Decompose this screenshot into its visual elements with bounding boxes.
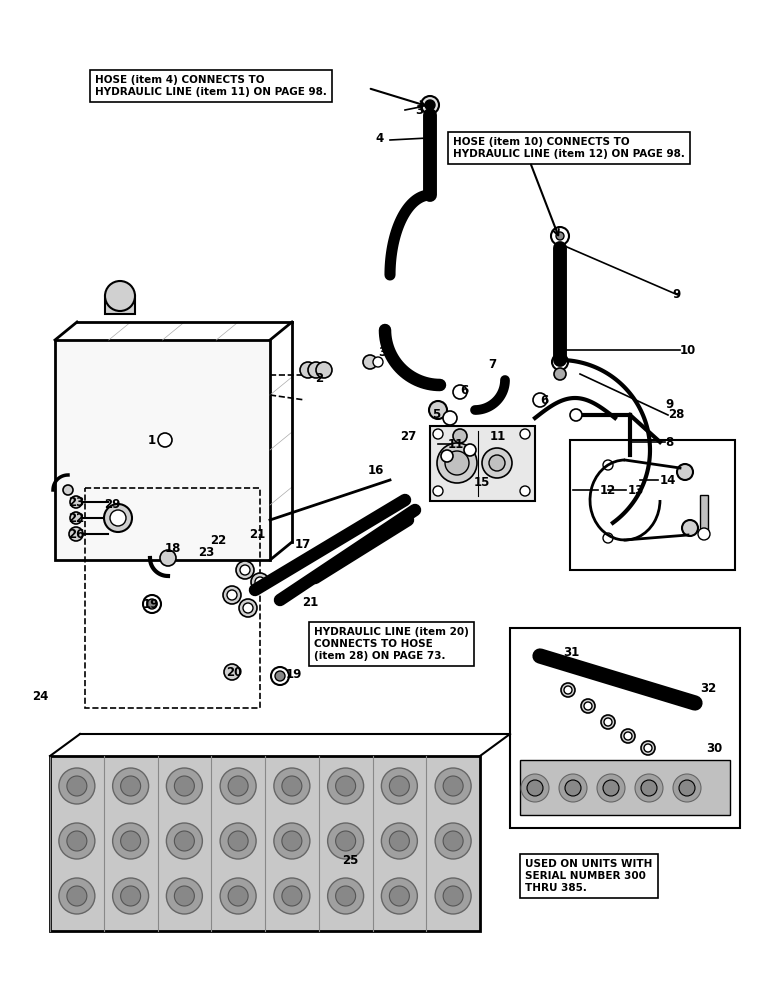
Text: 10: 10: [680, 344, 696, 357]
Circle shape: [220, 878, 256, 914]
Circle shape: [239, 599, 257, 617]
Text: 5: 5: [432, 408, 440, 422]
Circle shape: [621, 729, 635, 743]
Circle shape: [437, 443, 477, 483]
Text: 18: 18: [165, 542, 181, 554]
Circle shape: [433, 486, 443, 496]
Circle shape: [274, 823, 310, 859]
Circle shape: [70, 496, 82, 508]
Circle shape: [601, 715, 615, 729]
Text: 16: 16: [368, 464, 384, 477]
Text: HOSE (item 4) CONNECTS TO
HYDRAULIC LINE (item 11) ON PAGE 98.: HOSE (item 4) CONNECTS TO HYDRAULIC LINE…: [95, 75, 327, 97]
Circle shape: [489, 455, 505, 471]
Text: 7: 7: [488, 359, 496, 371]
Circle shape: [581, 699, 595, 713]
Circle shape: [67, 886, 87, 906]
Circle shape: [435, 768, 471, 804]
Text: 17: 17: [295, 538, 311, 550]
Bar: [105, 296, 135, 314]
Circle shape: [435, 878, 471, 914]
Circle shape: [425, 100, 435, 110]
Bar: [510, 628, 740, 828]
Text: 23: 23: [198, 546, 215, 558]
Circle shape: [443, 886, 463, 906]
Text: HYDRAULIC LINE (item 20)
CONNECTS TO HOSE
(item 28) ON PAGE 73.: HYDRAULIC LINE (item 20) CONNECTS TO HOS…: [314, 627, 469, 661]
Circle shape: [559, 774, 587, 802]
Circle shape: [441, 450, 453, 462]
Circle shape: [167, 768, 202, 804]
Circle shape: [520, 486, 530, 496]
Circle shape: [158, 433, 172, 447]
Circle shape: [227, 590, 237, 600]
Circle shape: [453, 385, 467, 399]
Circle shape: [389, 831, 409, 851]
Circle shape: [682, 520, 698, 536]
Circle shape: [570, 409, 582, 421]
Circle shape: [228, 831, 248, 851]
Circle shape: [679, 780, 695, 796]
Text: 14: 14: [660, 474, 676, 487]
Text: 6: 6: [460, 383, 469, 396]
Circle shape: [220, 823, 256, 859]
Circle shape: [556, 232, 564, 240]
Text: 15: 15: [474, 476, 490, 488]
Circle shape: [67, 776, 87, 796]
Text: USED ON UNITS WITH
SERIAL NUMBER 300
THRU 385.: USED ON UNITS WITH SERIAL NUMBER 300 THR…: [525, 859, 652, 893]
Circle shape: [228, 776, 248, 796]
Circle shape: [644, 744, 652, 752]
Circle shape: [435, 823, 471, 859]
Bar: [520, 760, 730, 815]
Text: 8: 8: [665, 436, 673, 448]
Circle shape: [167, 878, 202, 914]
Circle shape: [604, 718, 612, 726]
Text: 22: 22: [210, 534, 226, 546]
Circle shape: [274, 878, 310, 914]
Circle shape: [113, 768, 149, 804]
Circle shape: [67, 831, 87, 851]
Circle shape: [160, 550, 176, 566]
Circle shape: [464, 444, 476, 456]
Circle shape: [236, 561, 254, 579]
Circle shape: [565, 780, 581, 796]
Circle shape: [105, 281, 135, 311]
Text: 24: 24: [32, 690, 49, 702]
Circle shape: [274, 768, 310, 804]
Circle shape: [698, 528, 710, 540]
Circle shape: [336, 831, 356, 851]
Circle shape: [443, 411, 457, 425]
Circle shape: [373, 357, 383, 367]
Circle shape: [282, 886, 302, 906]
Text: 21: 21: [302, 595, 318, 608]
Text: 13: 13: [628, 484, 645, 496]
Circle shape: [251, 573, 269, 591]
Circle shape: [429, 401, 447, 419]
Circle shape: [336, 886, 356, 906]
Bar: [430, 426, 535, 501]
Text: 12: 12: [600, 484, 616, 496]
Text: 26: 26: [68, 528, 84, 540]
Circle shape: [255, 577, 265, 587]
Text: 30: 30: [706, 742, 723, 754]
Circle shape: [271, 667, 289, 685]
Text: 1: 1: [148, 434, 156, 446]
Circle shape: [552, 354, 568, 370]
Circle shape: [147, 599, 157, 609]
Circle shape: [143, 595, 161, 613]
Circle shape: [527, 780, 543, 796]
Circle shape: [167, 823, 202, 859]
Circle shape: [174, 831, 195, 851]
Text: 3: 3: [378, 346, 386, 359]
Circle shape: [624, 732, 632, 740]
Circle shape: [104, 504, 132, 532]
Circle shape: [641, 741, 655, 755]
Circle shape: [443, 831, 463, 851]
Circle shape: [421, 96, 439, 114]
Text: 19: 19: [143, 597, 159, 610]
Circle shape: [597, 774, 625, 802]
Circle shape: [243, 603, 253, 613]
Circle shape: [69, 527, 83, 541]
Bar: [55, 340, 270, 560]
Text: 23: 23: [68, 496, 84, 510]
Circle shape: [554, 368, 566, 380]
Circle shape: [223, 586, 241, 604]
